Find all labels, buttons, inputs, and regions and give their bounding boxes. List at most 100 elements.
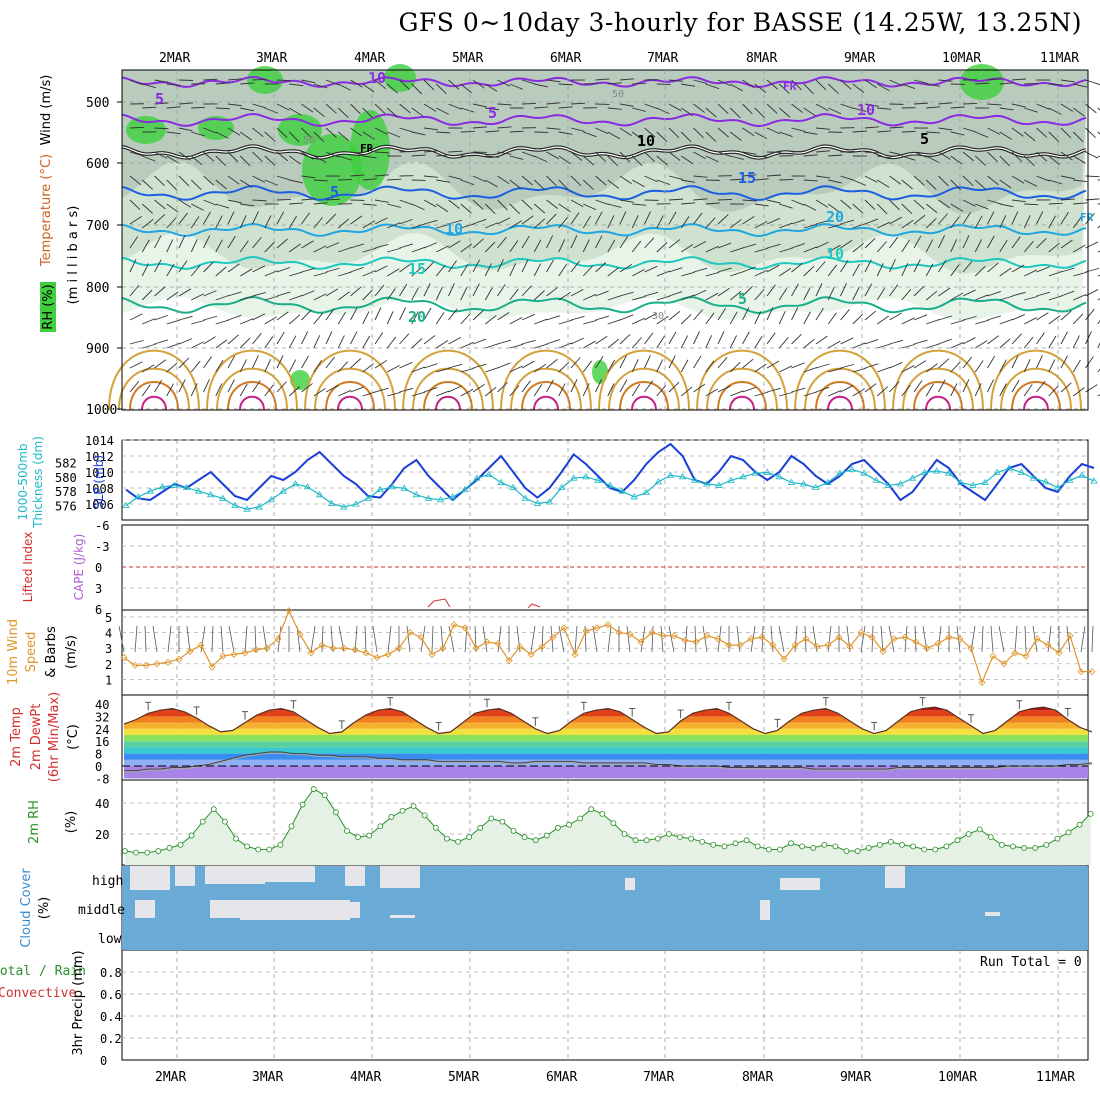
rh-point (710, 841, 717, 848)
wind-barb (595, 356, 604, 369)
wind-barb (1073, 244, 1086, 253)
wind-barb (815, 150, 830, 153)
cloud-clear-patch (265, 866, 315, 882)
wind-barb (803, 107, 816, 117)
wind-barb (509, 240, 519, 253)
temperature-tick: 8 (95, 748, 102, 762)
wind-barb (239, 155, 251, 167)
wind-barb (423, 199, 437, 208)
wind-speed-point (527, 650, 535, 659)
wind-barb (1048, 107, 1062, 115)
wind-barb (301, 240, 314, 249)
wind-barb (925, 179, 937, 191)
wind-barb (619, 379, 628, 393)
wind-barb (913, 259, 921, 273)
wind-barb (754, 311, 762, 325)
wind-barb (472, 199, 484, 210)
wind-barb (129, 339, 144, 345)
wind-barb (325, 242, 340, 249)
thickness-point (727, 476, 735, 483)
wind-barb (717, 308, 726, 321)
wind-barb (840, 309, 850, 321)
wind-barb (313, 293, 327, 301)
wind-barb (962, 151, 975, 162)
wind-barb (828, 223, 842, 229)
wind-barb (595, 315, 610, 321)
wind-barb (595, 127, 609, 135)
temperature-band (124, 710, 1088, 717)
rh-point (133, 849, 140, 856)
wind-barb (925, 263, 934, 277)
thickness-point (473, 474, 481, 481)
wind-barb (166, 263, 175, 277)
wind-barb (791, 103, 803, 113)
wind-barb (717, 79, 731, 87)
axis-label-temperature: Temperature (°C) (39, 154, 54, 267)
wind-barb (852, 313, 864, 325)
wind-barb (178, 102, 193, 105)
wind-barb (852, 388, 865, 397)
wind-barb (166, 106, 181, 109)
slp-tick: 1012 (85, 450, 114, 464)
wind-barb (901, 219, 914, 229)
wind-barb (828, 340, 841, 349)
rh-contour-label: 50 (612, 89, 624, 100)
wind-barb (178, 199, 192, 208)
wind-barb (436, 367, 450, 373)
x-axis-label-bottom: 3MAR (252, 1070, 283, 1085)
wind-barb (1048, 359, 1056, 373)
wind-barb (497, 199, 508, 211)
wind-barb (448, 336, 462, 345)
thickness-point (436, 496, 445, 503)
wind-barb (901, 343, 916, 349)
wind-barb (619, 333, 631, 345)
wind-barb (460, 130, 475, 133)
wind-barb (1036, 211, 1044, 225)
wind-speed-point (340, 644, 348, 652)
wind-barb (509, 155, 524, 160)
wind-barb (582, 179, 594, 190)
axis-label-barbs: & Barbs (44, 626, 59, 678)
wind-barb (999, 267, 1012, 277)
wind-barb (570, 315, 585, 321)
wind-barb (1036, 380, 1046, 393)
wind-barb (288, 215, 297, 229)
wind-barb (558, 179, 569, 191)
wind-barb (681, 179, 696, 183)
wind-barb-10m (541, 625, 544, 653)
wind-speed-point (538, 643, 546, 651)
wind-barb (485, 107, 500, 111)
wind-barb (264, 107, 278, 114)
wind-barb (1036, 237, 1047, 249)
wind-barb (1011, 264, 1025, 273)
thickness-point (945, 469, 953, 476)
axis-label-pressure: (m i l l i b a r s) (66, 206, 81, 305)
wind-barb (754, 178, 769, 181)
wind-barb (178, 175, 190, 187)
isotherm-minus5 (121, 112, 1087, 128)
wind-barb (950, 292, 964, 301)
axis-label-wind-speed: Speed (24, 632, 39, 673)
wind-barb (1036, 103, 1050, 110)
wind-barb-10m (296, 625, 301, 653)
rh-high-patch (592, 360, 608, 384)
wind-barb (362, 178, 377, 181)
wind-barb (754, 203, 769, 207)
wind-barb (533, 179, 545, 190)
cloud-clear-patch (305, 902, 360, 918)
wind-barb (264, 316, 277, 325)
wind-barb (779, 365, 793, 373)
wind-barb (1024, 269, 1038, 277)
wind-barb (938, 235, 945, 249)
wind-barb (999, 239, 1008, 253)
wind-barb (227, 211, 235, 225)
wind-barb-10m (482, 625, 488, 653)
wind-barb (901, 130, 916, 133)
wind-barb (570, 151, 583, 161)
wind-barb (472, 283, 480, 297)
boundary-layer-isotherm (706, 367, 778, 411)
wind-barb (289, 294, 303, 301)
wind-speed-point (582, 627, 590, 635)
wind-barb (497, 126, 512, 129)
wind-barb (264, 241, 275, 253)
